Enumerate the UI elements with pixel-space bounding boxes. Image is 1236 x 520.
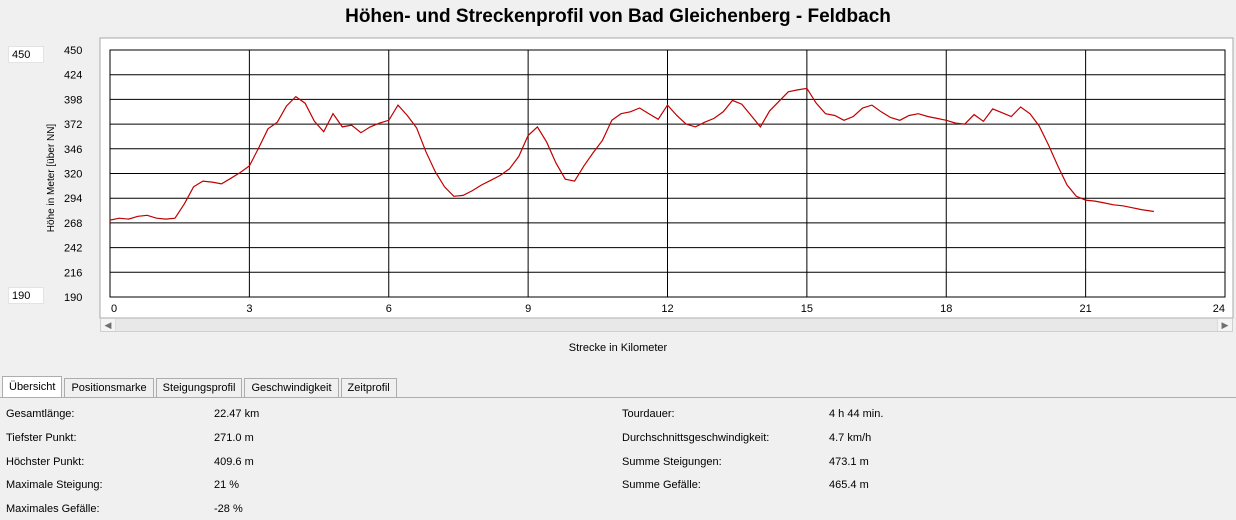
x-tick-label: 15	[801, 303, 813, 315]
elevation-chart: 450 424 398 372 346 320 294 268 242 216 190 0 3 6 9 12…	[46, 37, 1234, 319]
y-tick-label: 190	[64, 292, 82, 304]
y-tick-label: 216	[64, 267, 82, 279]
scroll-right-arrow-icon[interactable]: ▶	[1217, 319, 1232, 331]
tab-positionsmarke[interactable]: Positionsmarke	[64, 378, 154, 397]
x-tick-label: 3	[246, 303, 252, 315]
y-tick-label: 268	[64, 218, 82, 230]
x-tick-label: 9	[525, 303, 531, 315]
y-max-input[interactable]: 450	[8, 46, 44, 63]
stat-value: -28 %	[214, 503, 243, 515]
stat-value: 409.6 m	[214, 456, 254, 468]
horizontal-scrollbar[interactable]: ◀ ▶	[100, 318, 1233, 332]
stat-label: Höchster Punkt:	[6, 456, 85, 468]
tab-steigungsprofil[interactable]: Steigungsprofil	[155, 378, 243, 397]
y-tick-label: 372	[64, 119, 82, 131]
y-tick-label: 242	[64, 243, 82, 255]
x-tick-label: 21	[1080, 303, 1092, 315]
stat-value: 4.7 km/h	[829, 432, 872, 444]
overview-panel: Gesamtlänge: 22.47 km Tiefster Punkt: 27…	[0, 397, 1236, 520]
y-tick-label: 398	[64, 94, 82, 106]
tab-zeitprofil[interactable]: Zeitprofil	[340, 378, 397, 397]
stat-value: 271.0 m	[214, 432, 254, 444]
x-tick-labels: 0 3 6 9 12 15 18 21 24	[111, 303, 1225, 315]
y-tick-label: 424	[64, 70, 82, 82]
stat-value: 465.4 m	[829, 479, 869, 491]
x-tick-label: 24	[1213, 303, 1225, 315]
x-tick-label: 18	[940, 303, 952, 315]
x-tick-label: 6	[386, 303, 392, 315]
stat-value: 473.1 m	[829, 456, 869, 468]
x-tick-label: 12	[661, 303, 673, 315]
stat-label: Tourdauer:	[622, 408, 675, 420]
x-axis-label: Strecke in Kilometer	[568, 342, 668, 354]
tab-bar: Übersicht Positionsmarke Steigungsprofil…	[2, 376, 399, 398]
elevation-line	[109, 87, 1154, 221]
stat-label: Gesamtlänge:	[6, 408, 75, 420]
y-tick-label: 346	[64, 144, 82, 156]
stat-label: Maximales Gefälle:	[6, 503, 100, 515]
y-tick-label: 320	[64, 169, 82, 181]
stat-value: 21 %	[214, 479, 240, 491]
x-tick-label: 0	[111, 303, 117, 315]
stat-label: Maximale Steigung:	[6, 479, 103, 491]
grid-lines	[109, 49, 1226, 298]
stat-label: Durchschnittsgeschwindigkeit:	[622, 432, 770, 444]
y-axis-label: Höhe in Meter [über NN]	[46, 124, 57, 233]
y-tick-label: 450	[64, 45, 82, 57]
tab-geschwindigkeit[interactable]: Geschwindigkeit	[244, 378, 339, 397]
stat-label: Summe Gefälle:	[622, 479, 701, 491]
stat-value: 4 h 44 min.	[829, 408, 884, 420]
tab-uebersicht[interactable]: Übersicht	[2, 376, 63, 398]
stat-value: 22.47 km	[214, 408, 260, 420]
y-min-input[interactable]: 190	[8, 287, 44, 304]
stat-label: Tiefster Punkt:	[6, 432, 77, 444]
scroll-left-arrow-icon[interactable]: ◀	[101, 319, 116, 331]
y-tick-label: 294	[64, 193, 82, 205]
y-tick-labels: 450 424 398 372 346 320 294 268 242 216 190	[64, 45, 82, 304]
chart-title: Höhen- und Streckenprofil von Bad Gleich…	[345, 6, 891, 27]
stat-label: Summe Steigungen:	[622, 456, 722, 468]
